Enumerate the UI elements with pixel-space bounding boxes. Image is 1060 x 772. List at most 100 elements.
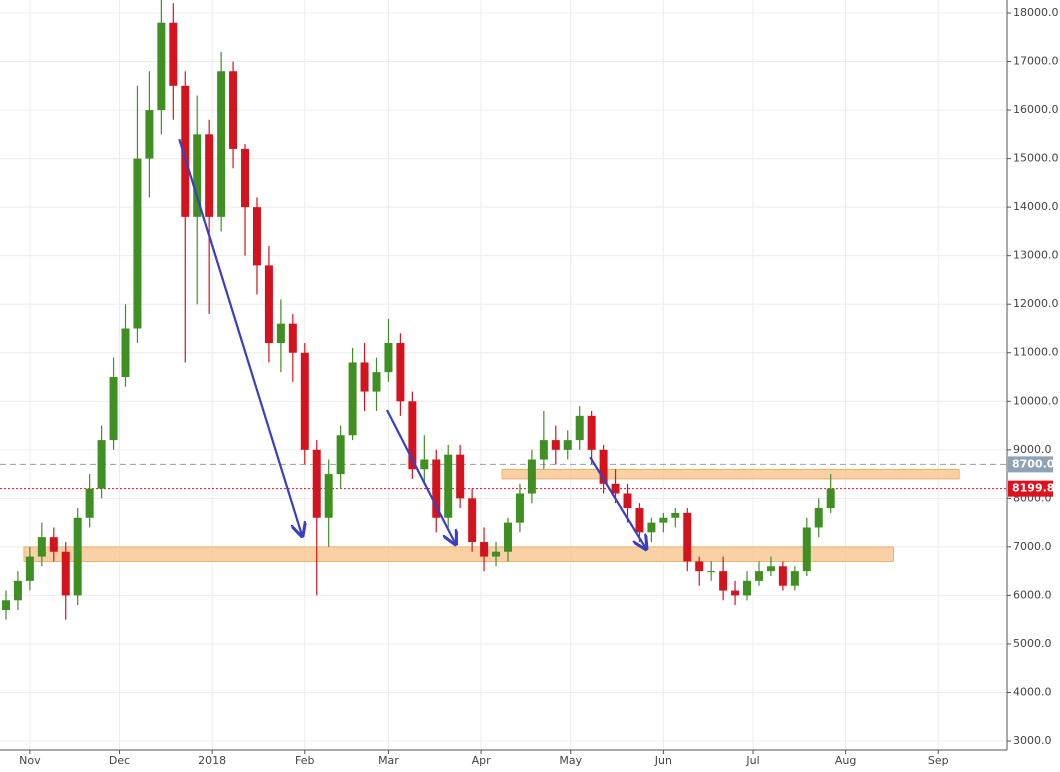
candle-body: [671, 512, 680, 518]
candle-body: [719, 571, 728, 591]
candle-body: [372, 372, 381, 392]
candle-body: [647, 522, 656, 533]
candle-body: [683, 512, 692, 562]
y-tick-label: 13000.0: [1013, 249, 1059, 262]
candle-body: [133, 158, 142, 329]
x-tick-label: Nov: [19, 754, 41, 767]
candle-body: [49, 537, 58, 552]
candle-body: [515, 493, 524, 523]
candle-body: [527, 459, 536, 494]
candle-body: [169, 22, 178, 86]
candle-body: [599, 449, 608, 484]
y-tick-label: 7000.0: [1013, 540, 1052, 553]
price-label: 8700.0: [1012, 457, 1055, 470]
x-tick-label: Jun: [654, 754, 672, 767]
candle-body: [61, 551, 70, 596]
candle-body: [252, 207, 261, 266]
candle-body: [539, 440, 548, 460]
candle-body: [623, 493, 632, 509]
candle-body: [384, 343, 393, 373]
x-tick-label: Aug: [835, 754, 856, 767]
candle-body: [468, 498, 477, 543]
candle-body: [432, 459, 441, 518]
candle-body: [241, 148, 250, 208]
x-tick-label: Sep: [928, 754, 949, 767]
candle-body: [336, 435, 345, 475]
candle-body: [503, 522, 512, 552]
candle-body: [288, 323, 297, 353]
candle-body: [587, 415, 596, 450]
candle-body: [13, 580, 22, 601]
candle-body: [492, 551, 501, 557]
x-tick-label: Dec: [109, 754, 130, 767]
candle-body: [444, 454, 453, 518]
y-tick-label: 17000.0: [1013, 55, 1059, 68]
candle-body: [1, 600, 10, 610]
candle-body: [778, 566, 787, 586]
price-label-box: [1008, 456, 1053, 473]
candle-body: [109, 377, 118, 441]
candle-body: [456, 454, 465, 499]
candle-body: [312, 449, 321, 518]
candle-body: [193, 134, 202, 217]
candle-body: [814, 508, 823, 528]
candle-body: [264, 265, 273, 344]
candle-body: [766, 566, 775, 572]
candle-body: [754, 571, 763, 581]
y-tick-label: 5000.0: [1013, 637, 1052, 650]
candle-body: [181, 85, 190, 217]
candle-body: [731, 590, 740, 596]
y-tick-label: 6000.0: [1013, 588, 1052, 601]
zone: [501, 468, 960, 480]
candle-body: [229, 71, 238, 149]
zone: [23, 546, 894, 562]
y-tick-label: 11000.0: [1013, 346, 1059, 359]
candle-body: [37, 537, 46, 557]
price-label: 8199.8: [1012, 482, 1054, 495]
candle-body: [396, 343, 405, 402]
candle-body: [802, 527, 811, 572]
price-label-box: [1008, 480, 1053, 497]
y-tick-label: 14000.0: [1013, 200, 1059, 213]
grid: [0, 0, 1007, 750]
x-tick-label: Feb: [295, 754, 314, 767]
y-tick-label: 16000.0: [1013, 103, 1059, 116]
x-tick-label: May: [559, 754, 582, 767]
candle-body: [611, 483, 620, 494]
candle-body: [97, 440, 106, 489]
candle-body: [348, 362, 357, 436]
candle-body: [85, 488, 94, 518]
axes: 3000.04000.05000.06000.07000.08000.09000…: [19, 6, 1058, 767]
x-tick-label: 2018: [198, 754, 226, 767]
candle-body: [276, 323, 285, 344]
candle-body: [707, 571, 716, 573]
candle-body: [25, 556, 34, 581]
candle-body: [743, 580, 752, 596]
candle-body: [121, 328, 130, 378]
y-tick-label: 12000.0: [1013, 297, 1059, 310]
candle-body: [551, 440, 560, 450]
x-tick-label: Mar: [378, 754, 399, 767]
candle-body: [659, 517, 668, 523]
x-tick-label: Apr: [472, 754, 492, 767]
x-tick-label: Jul: [745, 754, 759, 767]
candle-body: [635, 508, 644, 533]
candle-body: [575, 415, 584, 441]
candle-body: [324, 474, 333, 518]
candle-body: [360, 362, 369, 392]
candle-body: [790, 571, 799, 586]
candle-body: [480, 542, 489, 557]
candle-body: [826, 488, 835, 509]
candle-body: [695, 561, 704, 572]
candle-body: [157, 22, 166, 111]
trend-arrow: [589, 456, 645, 548]
candle-body: [73, 517, 82, 596]
y-tick-label: 10000.0: [1013, 394, 1059, 407]
y-tick-label: 15000.0: [1013, 152, 1059, 165]
y-tick-label: 3000.0: [1013, 734, 1052, 747]
trend-arrow: [385, 409, 455, 543]
y-tick-label: 18000.0: [1013, 6, 1059, 19]
candle-body: [420, 459, 429, 470]
